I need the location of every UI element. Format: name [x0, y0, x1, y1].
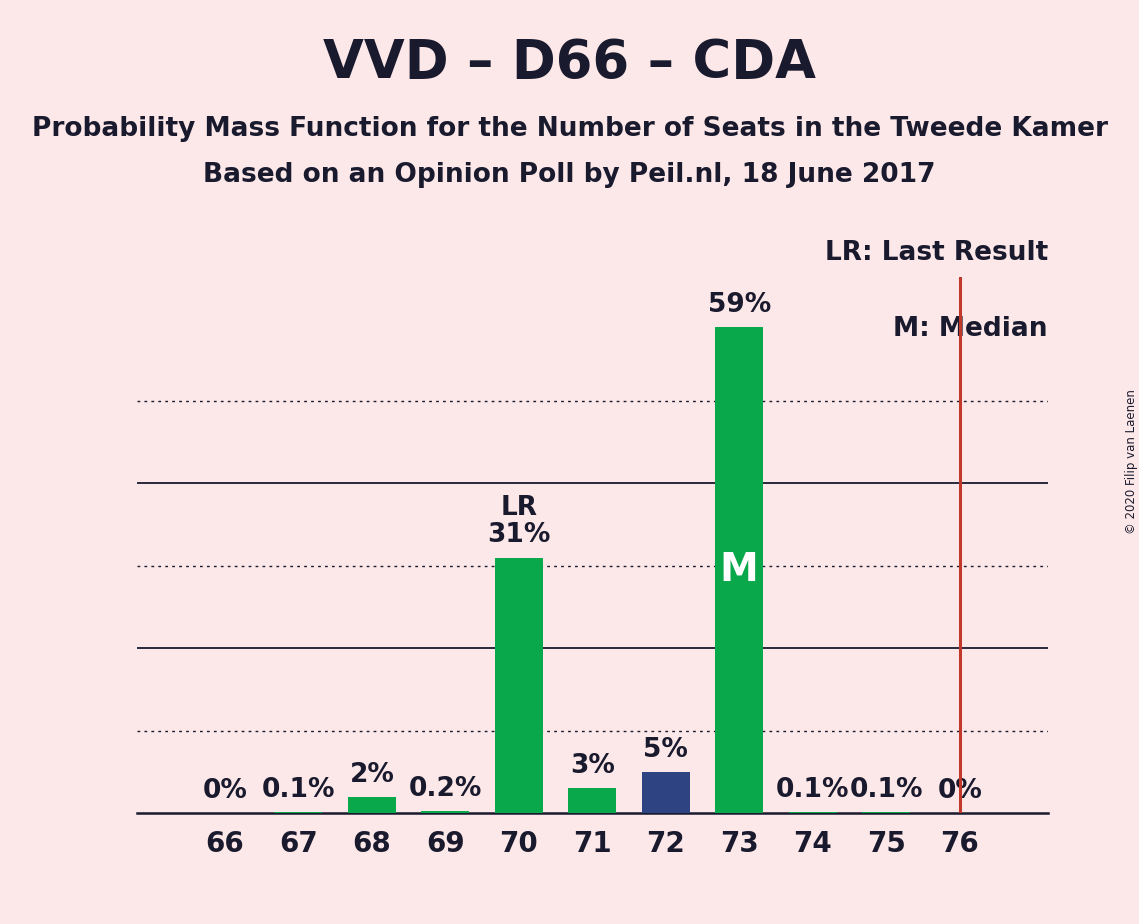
- Bar: [347, 796, 395, 813]
- Text: M: Median: M: Median: [893, 315, 1048, 342]
- Text: Probability Mass Function for the Number of Seats in the Tweede Kamer: Probability Mass Function for the Number…: [32, 116, 1107, 141]
- Bar: [495, 557, 542, 813]
- Text: 0%: 0%: [937, 778, 982, 804]
- Text: 0%: 0%: [203, 778, 247, 804]
- Text: 59%: 59%: [707, 292, 771, 318]
- Text: LR: LR: [500, 495, 538, 521]
- Text: 0.1%: 0.1%: [262, 777, 335, 803]
- Text: 31%: 31%: [487, 522, 550, 549]
- Text: © 2020 Filip van Laenen: © 2020 Filip van Laenen: [1124, 390, 1138, 534]
- Bar: [568, 788, 616, 813]
- Text: LR: Last Result: LR: Last Result: [825, 240, 1048, 266]
- Text: 0.1%: 0.1%: [850, 777, 923, 803]
- Bar: [421, 811, 469, 813]
- Text: Based on an Opinion Poll by Peil.nl, 18 June 2017: Based on an Opinion Poll by Peil.nl, 18 …: [203, 162, 936, 188]
- Text: 0.1%: 0.1%: [776, 777, 850, 803]
- Bar: [642, 772, 689, 813]
- Text: VVD – D66 – CDA: VVD – D66 – CDA: [323, 37, 816, 89]
- Text: 2%: 2%: [350, 761, 394, 787]
- Text: 0.2%: 0.2%: [409, 776, 482, 802]
- Text: M: M: [720, 551, 759, 589]
- Text: 3%: 3%: [570, 753, 615, 779]
- Bar: [715, 327, 763, 813]
- Text: 5%: 5%: [644, 736, 688, 763]
